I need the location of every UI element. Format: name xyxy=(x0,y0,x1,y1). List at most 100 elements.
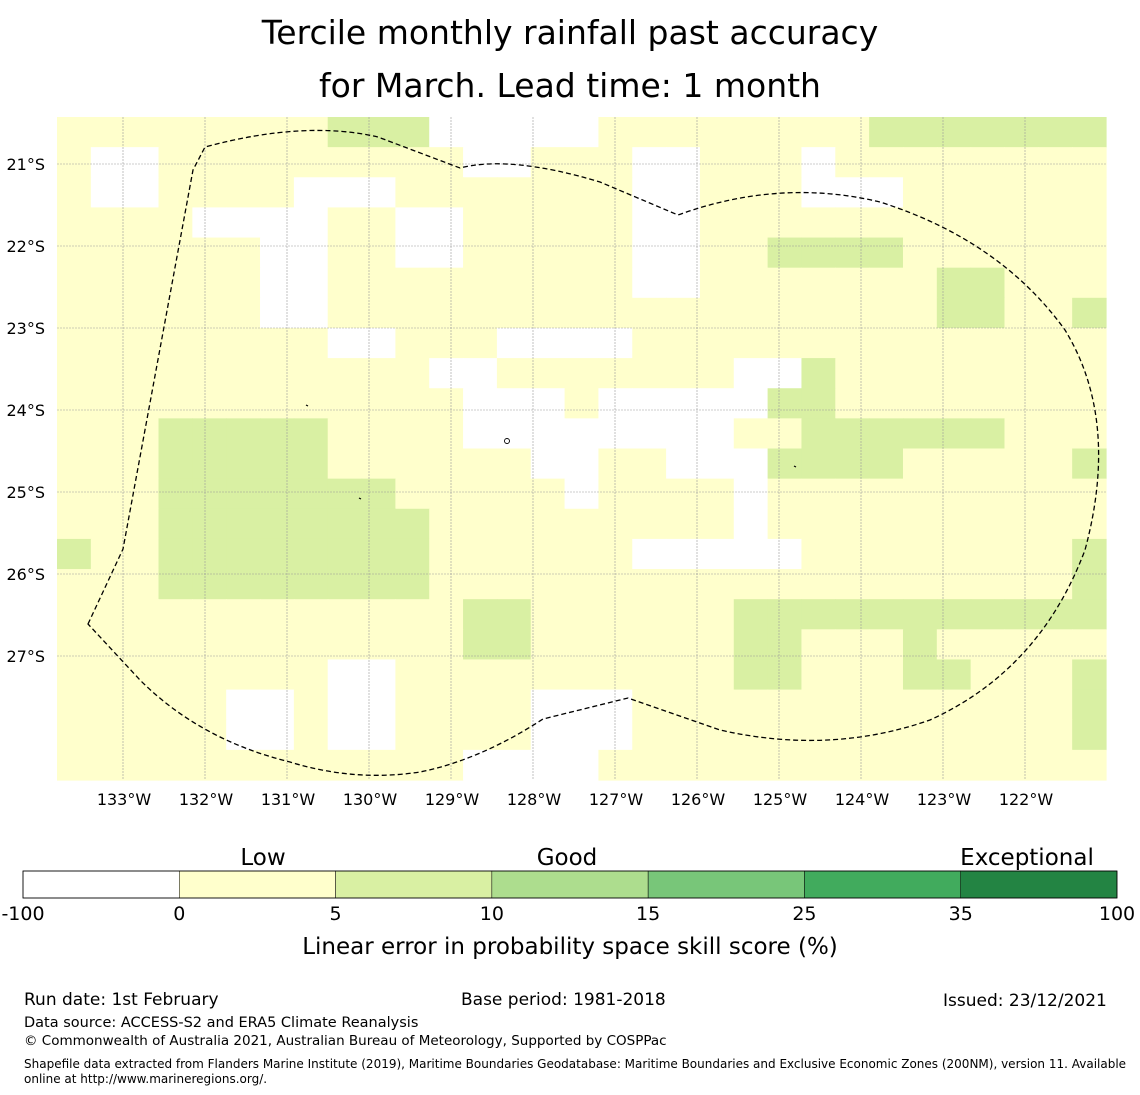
grid-cell xyxy=(395,749,430,781)
grid-cell xyxy=(902,297,938,329)
grid-cell xyxy=(699,327,735,359)
island-mark xyxy=(305,404,309,407)
grid-cell xyxy=(463,327,498,359)
grid-cell xyxy=(970,267,1006,299)
colorbar-tick-label: 100 xyxy=(1099,903,1135,925)
grid-cell xyxy=(936,117,972,148)
grid-cell xyxy=(1038,629,1073,661)
grid-cell xyxy=(57,508,92,540)
title-line-1: Tercile monthly rainfall past accuracy xyxy=(261,13,879,52)
grid-cell xyxy=(192,719,227,751)
grid-cell xyxy=(192,207,227,239)
grid-cell xyxy=(632,237,667,269)
grid-cell xyxy=(463,418,498,450)
y-tick-label: 24°S xyxy=(6,401,45,420)
grid-cell xyxy=(767,448,803,480)
colorbar-bin xyxy=(335,870,493,899)
grid-cell xyxy=(327,388,363,419)
grid-cell xyxy=(496,749,532,781)
grid-cell xyxy=(429,358,464,389)
grid-cell xyxy=(90,599,126,630)
grid-cell xyxy=(530,177,566,209)
grid-cell xyxy=(767,659,803,691)
grid-cell xyxy=(463,177,498,209)
y-tick-label: 26°S xyxy=(6,565,45,584)
grid-cell xyxy=(1004,749,1039,781)
grid-cell xyxy=(327,538,363,570)
grid-cell xyxy=(936,689,972,721)
grid-cell xyxy=(936,327,972,359)
grid-cell xyxy=(463,569,498,600)
grid-cell xyxy=(158,659,193,691)
grid-cell xyxy=(801,689,836,721)
grid-cell xyxy=(395,629,430,661)
grid-cell xyxy=(902,267,938,299)
grid-cell xyxy=(530,538,566,570)
grid-cell xyxy=(90,538,126,570)
grid-cell xyxy=(902,147,938,178)
grid-cell xyxy=(1004,207,1039,239)
grid-cell xyxy=(361,629,396,661)
grid-cell xyxy=(902,327,938,359)
grid-cell xyxy=(463,749,498,781)
grid-cell xyxy=(395,237,430,269)
grid-cell xyxy=(361,418,396,450)
grid-cell xyxy=(733,207,769,239)
grid-cell xyxy=(124,207,160,239)
graticule xyxy=(57,117,1106,780)
grid-cell xyxy=(936,207,972,239)
grid-cell xyxy=(57,599,92,630)
grid-cell xyxy=(124,689,160,721)
grid-cell xyxy=(1072,689,1107,721)
grid-cell xyxy=(936,508,972,540)
grid-cell xyxy=(226,719,261,751)
grid-cell xyxy=(666,297,701,329)
grid-cell xyxy=(90,569,126,600)
grid-cell xyxy=(1072,418,1107,450)
grid-cell xyxy=(869,267,904,299)
grid-cell xyxy=(530,117,566,148)
grid-cell xyxy=(666,508,701,540)
grid-cell xyxy=(57,267,92,299)
grid-cell xyxy=(90,418,126,450)
grid-cell xyxy=(666,418,701,450)
grid-cell xyxy=(226,117,261,148)
grid-cell xyxy=(429,327,464,359)
grid-cell xyxy=(970,749,1006,781)
grid-cell xyxy=(564,749,600,781)
grid-cell xyxy=(124,327,160,359)
grid-cell xyxy=(158,599,193,630)
grid-cell xyxy=(666,569,701,600)
grid-cell xyxy=(293,388,329,419)
grid-cell xyxy=(632,719,667,751)
grid-cell xyxy=(293,538,329,570)
grid-cell xyxy=(733,599,769,630)
grid-cell xyxy=(429,267,464,299)
grid-cell xyxy=(733,327,769,359)
grid-cell xyxy=(632,267,667,299)
grid-cell xyxy=(666,117,701,148)
grid-cell xyxy=(598,297,633,329)
grid-cell xyxy=(260,629,295,661)
grid-cell xyxy=(1072,599,1107,630)
grid-cell xyxy=(632,478,667,510)
grid-cell xyxy=(666,689,701,721)
grid-cell xyxy=(902,448,938,480)
grid-cell xyxy=(733,659,769,691)
grid-cell xyxy=(632,147,667,178)
grid-cell xyxy=(801,478,836,510)
grid-cell xyxy=(970,659,1006,691)
grid-cell xyxy=(361,659,396,691)
grid-cell xyxy=(226,749,261,781)
grid-cell xyxy=(632,749,667,781)
grid-cell xyxy=(970,388,1006,419)
grid-cell xyxy=(869,327,904,359)
colorbar-tick-label: 0 xyxy=(173,903,185,925)
grid-cell xyxy=(57,297,92,329)
grid-cell xyxy=(496,599,532,630)
grid-cell xyxy=(767,689,803,721)
grid-cell xyxy=(1004,327,1039,359)
grid-cell xyxy=(1004,448,1039,480)
grid-cell xyxy=(970,538,1006,570)
shapefile-credit: Shapefile data extracted from Flanders M… xyxy=(24,1057,1127,1086)
